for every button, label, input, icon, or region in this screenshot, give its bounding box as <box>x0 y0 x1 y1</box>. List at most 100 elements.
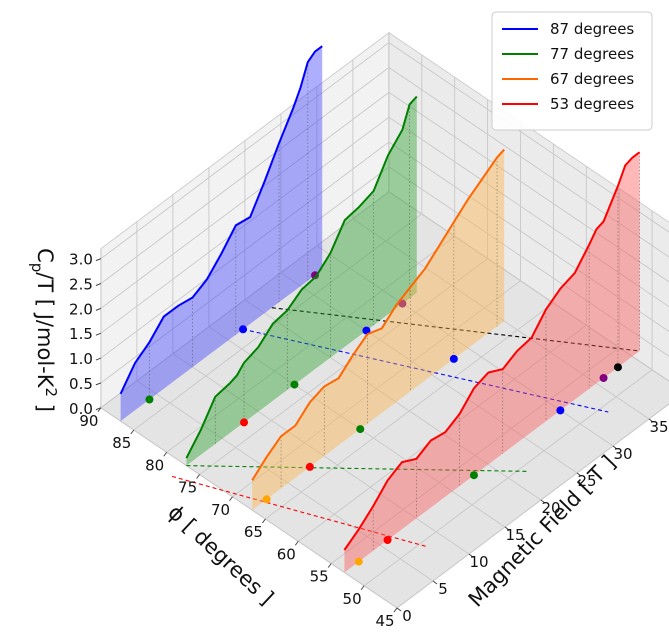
x-tick-mark <box>648 418 654 423</box>
series-77 <box>185 95 418 466</box>
gridline <box>166 235 455 453</box>
x-tick-label: 35 <box>649 418 668 436</box>
y-tick-mark <box>261 518 266 524</box>
gridline <box>133 213 423 431</box>
gridline <box>100 116 390 334</box>
x-tick-mark <box>576 472 582 477</box>
y-tick-mark <box>360 585 365 591</box>
x-tick-label: 15 <box>505 526 524 544</box>
data-point <box>449 354 458 363</box>
x-tick-mark <box>540 499 546 504</box>
data-point <box>262 495 271 504</box>
data-point <box>145 395 154 404</box>
x-tick-mark <box>468 553 474 558</box>
y-tick-label: 90 <box>79 412 98 430</box>
x-tick-mark <box>612 445 618 450</box>
gridline <box>388 166 669 357</box>
y-tick-label: 60 <box>277 545 296 563</box>
guide-lines <box>171 307 640 548</box>
z-tick-label: 0.5 <box>69 375 93 393</box>
y-tick-mark <box>130 429 135 435</box>
x-tick-label: 20 <box>541 499 560 517</box>
gridlines <box>100 32 669 609</box>
legend-label: 67 degrees <box>550 70 634 88</box>
x-tick-label: 25 <box>577 472 596 490</box>
z-tick-mark <box>95 307 102 311</box>
gridline <box>388 67 669 258</box>
data-point <box>354 557 363 566</box>
series-fill <box>344 152 640 573</box>
series-line <box>251 148 505 481</box>
z-tick-mark <box>95 382 102 386</box>
gridline <box>100 407 398 609</box>
data-point <box>599 374 608 382</box>
x-tick-label: 5 <box>438 580 448 598</box>
gridline <box>100 141 390 359</box>
series-67 <box>251 148 505 511</box>
z-tick-label: 2.0 <box>69 300 93 318</box>
data-point <box>356 425 365 434</box>
legend-label: 87 degrees <box>550 20 634 38</box>
guide-line <box>171 475 429 548</box>
series-53 <box>343 151 641 573</box>
gridline <box>388 42 669 233</box>
series-fill <box>120 46 323 422</box>
y-tick-label: 70 <box>211 501 230 519</box>
y-tick-label: 55 <box>310 568 329 586</box>
gridline <box>330 347 620 564</box>
gridline <box>244 299 542 501</box>
legend: 87 degrees 77 degrees 67 degrees 53 degrees <box>491 11 653 131</box>
data-point <box>290 380 299 389</box>
gridline <box>100 91 390 309</box>
y-tick-label: 50 <box>343 590 362 608</box>
legend-label: 77 degrees <box>550 45 634 63</box>
series-line <box>119 45 323 395</box>
y-tick-mark <box>229 496 233 502</box>
y-tick-mark <box>196 474 201 479</box>
z-tick-label: 1.0 <box>69 350 93 368</box>
gridline <box>100 67 390 284</box>
data-point <box>469 471 478 480</box>
data-point <box>398 299 407 308</box>
y-tick-mark <box>327 563 332 568</box>
gridline <box>100 42 390 260</box>
gridline <box>363 369 653 587</box>
gridline <box>352 218 650 420</box>
gridline <box>100 166 390 384</box>
y-tick-label: 85 <box>112 434 131 452</box>
data-point <box>383 536 392 544</box>
y-tick-label: 45 <box>375 612 394 630</box>
gridline <box>388 191 669 382</box>
z-tick-mark <box>95 407 102 411</box>
guide-line <box>186 465 530 472</box>
z-tick-mark <box>95 283 102 286</box>
gridline <box>388 116 669 308</box>
y-tick-label: 80 <box>145 456 164 474</box>
z-tick-mark <box>95 357 102 361</box>
y-tick-label: 65 <box>244 523 263 541</box>
gridline <box>136 380 434 582</box>
z-tick-mark <box>95 258 102 262</box>
axes-layer: 0510152025303540455055606570758085900.00… <box>69 251 669 630</box>
x-tick-mark <box>504 526 510 531</box>
x-tick-label: 10 <box>469 553 488 571</box>
gridline <box>199 258 488 475</box>
data-point <box>240 418 249 427</box>
y-tick-label: 75 <box>178 479 197 497</box>
series-line <box>343 151 641 551</box>
x-tick-label: 0 <box>402 607 412 625</box>
gridline <box>232 280 521 498</box>
data-point <box>556 406 565 415</box>
gridline <box>388 91 669 283</box>
z-tick-label: 3.0 <box>69 251 93 269</box>
x-tick-mark <box>396 607 402 612</box>
data-point <box>239 325 248 334</box>
z-axis-title: Cp/T [ J/mol-K2 ] <box>28 248 60 412</box>
y-tick-mark <box>393 607 398 613</box>
z-tick-label: 1.5 <box>69 325 93 343</box>
guide-line <box>271 307 640 352</box>
series-line <box>185 95 418 459</box>
x-tick-mark <box>432 580 438 585</box>
data-point <box>613 363 622 372</box>
